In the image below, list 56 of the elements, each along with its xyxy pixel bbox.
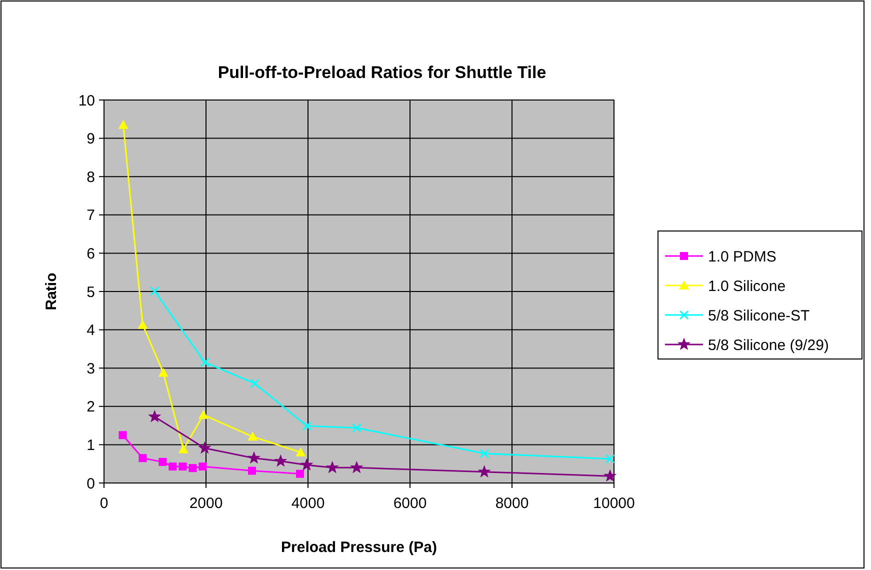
point: [158, 458, 167, 466]
y-tick-label: 10: [78, 92, 95, 110]
point: [138, 320, 148, 329]
x-axis-title: Preload Pressure (Pa): [281, 539, 437, 556]
point: [250, 378, 260, 388]
chart-title: Pull-off-to-Preload Ratios for Shuttle Tile: [218, 63, 546, 82]
point: [150, 286, 160, 296]
x-tick-label: 0: [100, 495, 108, 512]
point: [326, 461, 338, 473]
y-axis-title: Ratio: [43, 272, 60, 310]
legend-label: 1.0 Silicone: [708, 278, 786, 295]
y-tick-label: 1: [86, 436, 95, 454]
point: [478, 466, 490, 478]
point: [604, 470, 616, 482]
point: [118, 431, 127, 440]
point: [148, 410, 161, 422]
y-tick-label: 9: [86, 130, 95, 148]
point: [274, 454, 287, 466]
point: [178, 444, 188, 454]
y-tick-label: 3: [86, 360, 95, 378]
x-tick-label: 8000: [495, 495, 529, 512]
point: [200, 358, 210, 368]
x-tick-label: 2000: [189, 495, 223, 512]
point: [138, 454, 147, 462]
point: [300, 458, 313, 470]
point: [198, 462, 207, 471]
point: [198, 410, 208, 419]
point: [296, 447, 306, 456]
x-tick-label: 4000: [291, 495, 325, 512]
y-tick-label: 7: [86, 207, 95, 224]
point: [248, 466, 256, 475]
legend-label: 5/8 Silicone (9/29): [708, 336, 829, 354]
legend-label: 5/8 Silicone-ST: [708, 307, 810, 324]
point: [302, 421, 312, 431]
point: [168, 462, 177, 471]
y-tick-label: 6: [86, 245, 95, 262]
point: [296, 470, 304, 478]
point: [248, 452, 260, 464]
point: [188, 464, 197, 472]
y-tick-label: 8: [86, 168, 95, 186]
point: [350, 461, 363, 473]
point: [248, 432, 258, 441]
x-tick-label: 10000: [593, 495, 635, 512]
y-tick-label: 4: [86, 322, 95, 340]
y-tick-label: 0: [86, 475, 95, 492]
y-tick-label: 5: [86, 284, 95, 301]
point: [605, 454, 615, 464]
x-tick-label: 6000: [393, 495, 427, 512]
point: [178, 462, 187, 471]
point: [198, 442, 211, 454]
legend-label: 1.0 PDMS: [708, 248, 776, 266]
point: [352, 423, 362, 433]
y-tick-label: 2: [86, 398, 95, 416]
point: [118, 120, 128, 129]
point: [158, 368, 168, 377]
point: [480, 448, 490, 458]
